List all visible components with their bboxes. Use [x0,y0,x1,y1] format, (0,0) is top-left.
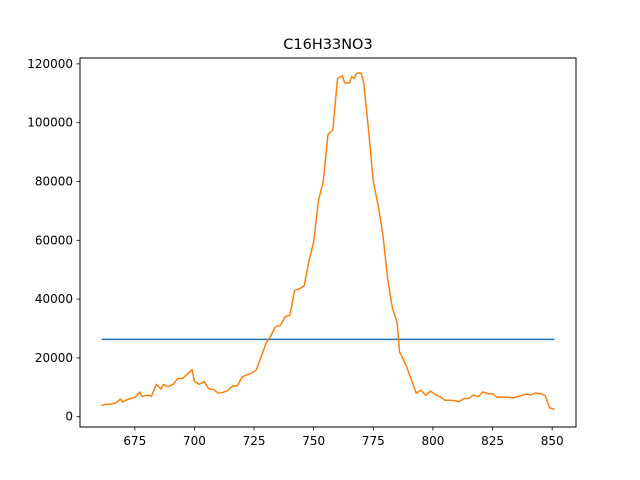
y-axis: 0 20000 40000 60000 80000 100000 120000 [27,57,80,424]
y-tick-label: 60000 [35,233,73,247]
x-tick-label: 725 [243,434,266,448]
y-tick-label: 0 [65,410,73,424]
x-tick-label: 675 [123,434,146,448]
chart-title: C16H33NO3 [283,37,372,53]
x-tick-label: 775 [362,434,385,448]
x-tick-label: 800 [421,434,444,448]
y-tick-label: 100000 [27,116,73,130]
series-2-line [101,71,555,411]
x-tick-label: 850 [541,434,564,448]
y-tick-label: 120000 [27,57,73,71]
series-layer [101,71,555,411]
y-tick-label: 80000 [35,174,73,188]
x-tick-label: 700 [183,434,206,448]
plot-frame [79,57,577,428]
x-tick-label: 750 [302,434,325,448]
y-tick-label: 20000 [35,351,73,365]
x-axis: 675 700 725 750 775 800 825 850 [123,427,564,448]
x-tick-label: 825 [481,434,504,448]
y-tick-label: 40000 [35,292,73,306]
